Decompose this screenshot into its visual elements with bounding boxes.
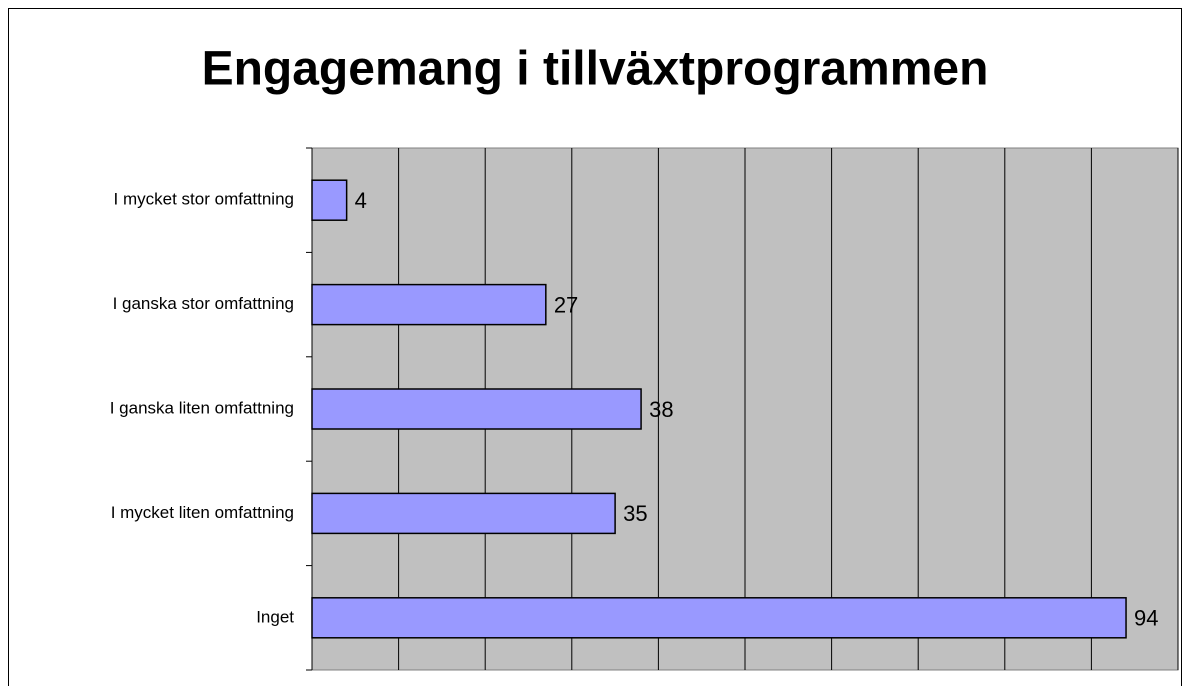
y-tick-label: Inget <box>256 607 294 626</box>
data-label: 4 <box>355 188 367 213</box>
data-label: 94 <box>1134 606 1158 631</box>
bar <box>311 388 642 430</box>
bar <box>311 492 616 535</box>
bar <box>311 179 348 221</box>
bar <box>311 283 547 326</box>
chart-title: Engagemang i tillväxtprogrammen <box>202 43 989 96</box>
y-tick-label: I ganska stor omfattning <box>113 294 294 313</box>
bar <box>311 597 1127 639</box>
data-label: 35 <box>623 501 647 526</box>
data-label: 38 <box>649 397 673 422</box>
data-label: 27 <box>554 292 578 317</box>
y-tick-label: I mycket stor omfattning <box>114 190 294 209</box>
y-tick-label: I ganska liten omfattning <box>110 398 294 417</box>
y-tick-label: I mycket liten omfattning <box>111 503 294 522</box>
